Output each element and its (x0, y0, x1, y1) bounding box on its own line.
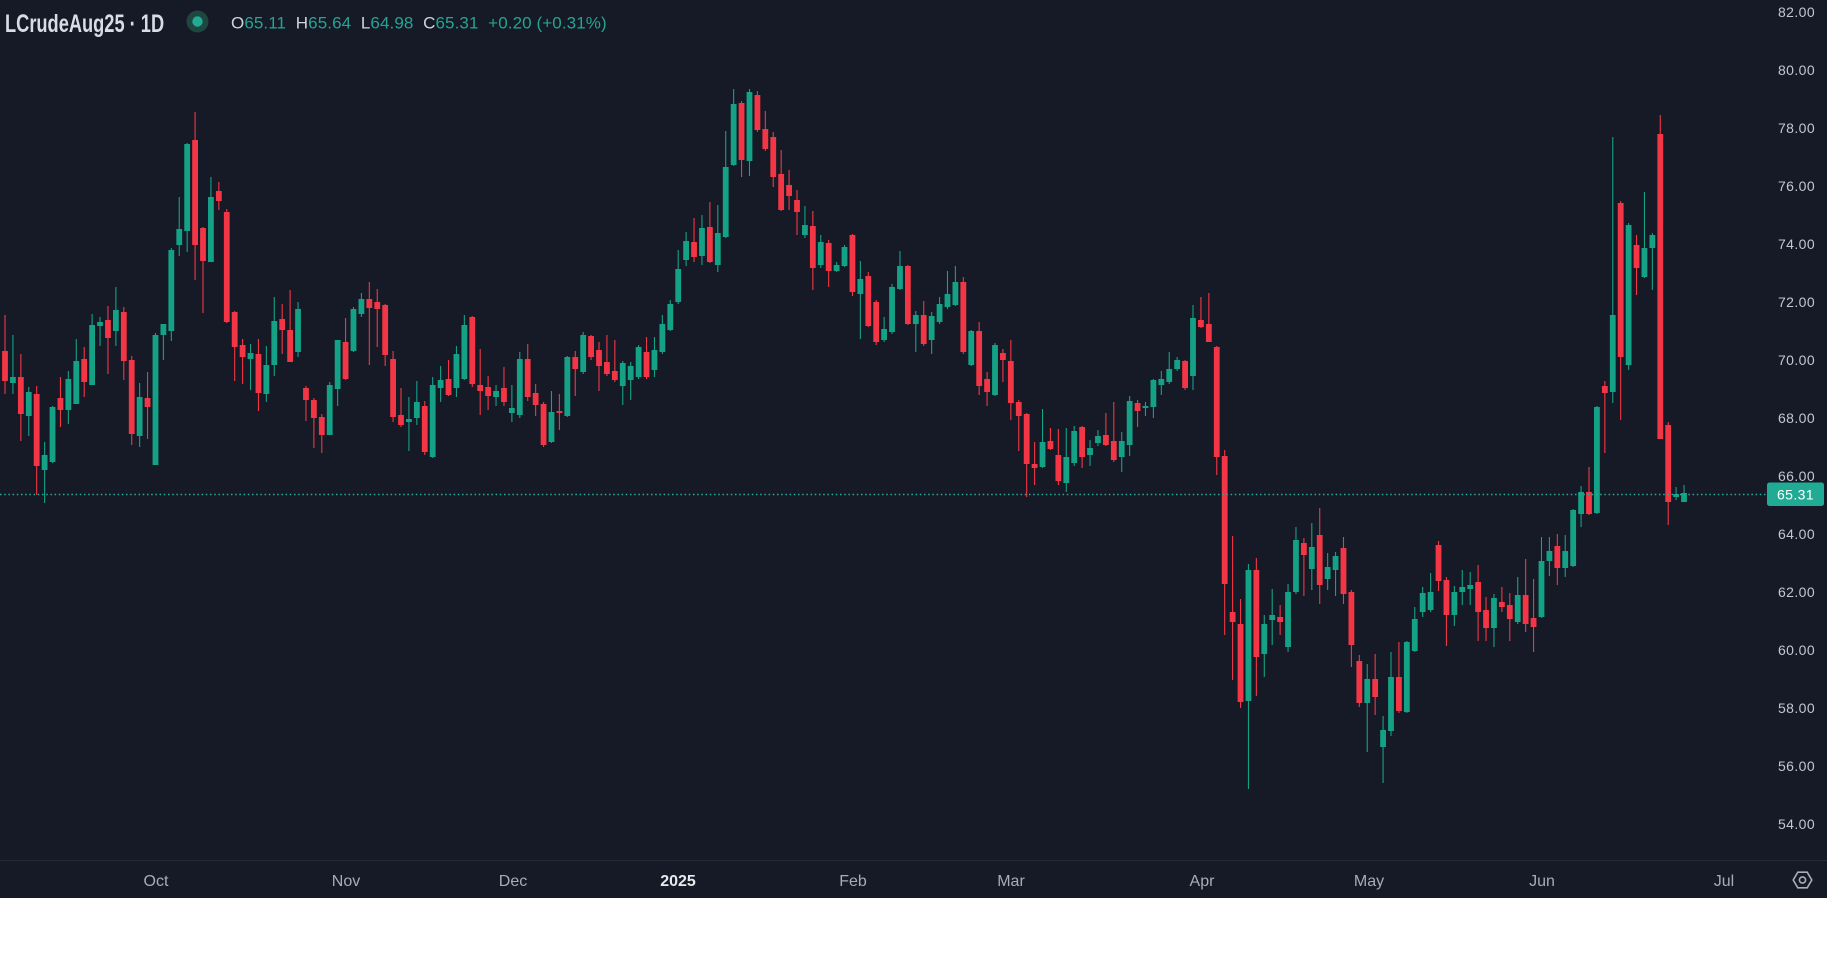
svg-text:Jun: Jun (1529, 873, 1555, 890)
svg-text:60.00: 60.00 (1778, 642, 1815, 658)
svg-text:Apr: Apr (1190, 873, 1216, 890)
svg-text:O65.11 H65.64 L64.98 C65.31: O65.11 H65.64 L64.98 C65.31 +0.20 (+0.31… (231, 14, 607, 33)
svg-text:56.00: 56.00 (1778, 758, 1815, 774)
svg-text:Oct: Oct (144, 873, 169, 890)
svg-text:58.00: 58.00 (1778, 700, 1815, 716)
svg-text:68.00: 68.00 (1778, 410, 1815, 426)
svg-text:Mar: Mar (997, 873, 1025, 890)
svg-text:May: May (1354, 873, 1384, 890)
svg-text:Nov: Nov (332, 873, 360, 890)
svg-text:82.00: 82.00 (1778, 4, 1815, 20)
svg-text:54.00: 54.00 (1778, 816, 1815, 832)
svg-text:Feb: Feb (839, 873, 867, 890)
svg-text:Jul: Jul (1714, 873, 1734, 890)
svg-text:64.00: 64.00 (1778, 526, 1815, 542)
svg-text:Dec: Dec (499, 873, 527, 890)
svg-text:72.00: 72.00 (1778, 294, 1815, 310)
svg-text:76.00: 76.00 (1778, 178, 1815, 194)
svg-text:70.00: 70.00 (1778, 352, 1815, 368)
svg-text:65.31: 65.31 (1777, 487, 1814, 503)
svg-text:78.00: 78.00 (1778, 120, 1815, 136)
svg-text:66.00: 66.00 (1778, 468, 1815, 484)
svg-text:62.00: 62.00 (1778, 584, 1815, 600)
svg-text:80.00: 80.00 (1778, 62, 1815, 78)
svg-text:2025: 2025 (660, 873, 696, 890)
svg-text:74.00: 74.00 (1778, 236, 1815, 252)
svg-text:LCrudeAug25 · 1D: LCrudeAug25 · 1D (5, 9, 164, 38)
